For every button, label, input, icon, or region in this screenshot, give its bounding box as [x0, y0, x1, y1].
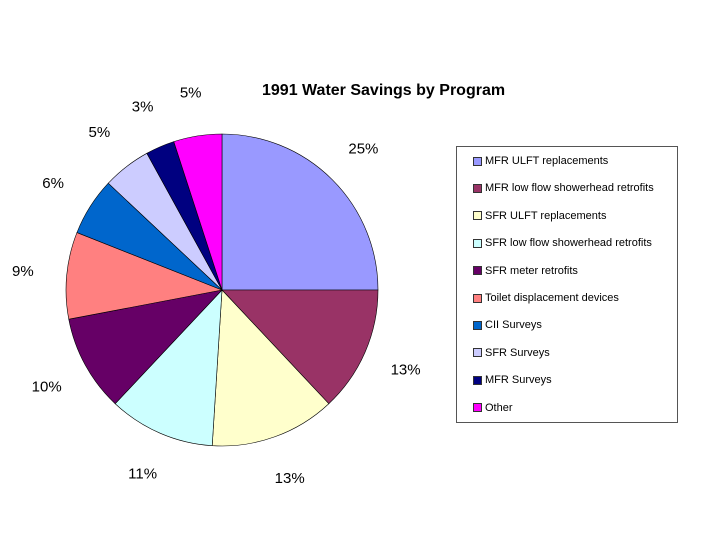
legend-label: SFR meter retrofits: [485, 264, 578, 277]
legend-item-9: MFR Surveys: [473, 374, 552, 386]
slice-label-8: 5%: [89, 124, 111, 141]
legend-item-7: CII Surveys: [473, 319, 542, 331]
pie-slice-2: [221, 289, 379, 405]
slice-label-5: 10%: [32, 378, 62, 395]
chart-title: 1991 Water Savings by Program: [262, 82, 506, 99]
legend-swatch: [473, 266, 482, 276]
slice-label-2: 13%: [391, 361, 421, 378]
legend-swatch: [473, 293, 482, 303]
legend-swatch: [473, 348, 482, 358]
pie-slice-10: [173, 133, 223, 291]
legend-swatch: [473, 211, 482, 221]
legend-swatch: [473, 156, 482, 166]
slice-label-7: 6%: [42, 175, 64, 192]
legend-item-8: SFR Surveys: [473, 347, 550, 359]
legend-label: SFR Surveys: [485, 346, 550, 359]
legend-item-3: SFR ULFT replacements: [473, 210, 606, 222]
legend-item-1: MFR ULFT replacements: [473, 155, 608, 167]
legend-item-6: Toilet displacement devices: [473, 292, 619, 304]
slice-label-3: 13%: [275, 470, 305, 487]
legend-swatch: [473, 375, 482, 385]
legend-swatch: [473, 403, 482, 413]
pie-slice-1: [221, 133, 379, 291]
pie-slice-3: [211, 289, 330, 447]
legend-label: SFR low flow showerhead retrofits: [485, 237, 652, 250]
legend-label: Other: [485, 401, 513, 414]
legend-item-5: SFR meter retrofits: [473, 265, 578, 277]
legend-swatch: [473, 238, 482, 248]
legend-label: MFR Surveys: [485, 374, 552, 387]
slice-label-9: 3%: [132, 98, 154, 115]
legend-label: SFR ULFT replacements: [485, 209, 607, 222]
legend-item-4: SFR low flow showerhead retrofits: [473, 237, 652, 249]
legend-label: Toilet displacement devices: [485, 292, 619, 304]
legend-item-10: Other: [473, 402, 513, 414]
slice-label-10: 5%: [180, 85, 202, 102]
legend-label: MFR ULFT replacements: [485, 155, 609, 167]
legend-label: CII Surveys: [485, 319, 542, 332]
pie-slice-5: [68, 289, 223, 405]
pie-slice-4: [114, 289, 223, 447]
slice-label-6: 9%: [12, 263, 34, 280]
legend-swatch: [473, 320, 482, 330]
chart-legend: MFR ULFT replacements MFR low flow shower…: [456, 146, 678, 423]
slice-label-4: 11%: [128, 466, 157, 483]
pie-slice-6: [65, 232, 224, 320]
slice-label-1: 25%: [348, 141, 378, 158]
legend-swatch: [473, 183, 482, 193]
legend-label: MFR low flow showerhead retrofits: [485, 182, 654, 195]
legend-item-2: MFR low flow showerhead retrofits: [473, 182, 654, 194]
